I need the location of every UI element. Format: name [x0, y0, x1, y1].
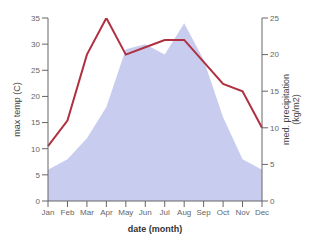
svg-text:Jan: Jan [42, 208, 55, 217]
svg-text:Jul: Jul [160, 208, 170, 217]
svg-text:Nov: Nov [235, 208, 249, 217]
svg-text:5: 5 [270, 160, 275, 169]
svg-text:30: 30 [31, 40, 40, 49]
svg-text:35: 35 [31, 14, 40, 23]
svg-text:Mar: Mar [80, 208, 94, 217]
svg-text:Feb: Feb [61, 208, 75, 217]
svg-text:20: 20 [270, 50, 279, 59]
svg-text:20: 20 [31, 92, 40, 101]
svg-text:Oct: Oct [217, 208, 230, 217]
svg-text:Jun: Jun [139, 208, 152, 217]
svg-text:25: 25 [31, 66, 40, 75]
svg-text:5: 5 [36, 171, 41, 180]
svg-text:Sep: Sep [197, 208, 212, 217]
svg-text:10: 10 [270, 124, 279, 133]
svg-text:25: 25 [270, 14, 279, 23]
svg-text:Dec: Dec [255, 208, 269, 217]
svg-text:May: May [118, 208, 133, 217]
svg-text:Apr: Apr [100, 208, 113, 217]
svg-text:15: 15 [31, 118, 40, 127]
svg-text:date (month): date (month) [128, 224, 183, 234]
svg-text:10: 10 [31, 145, 40, 154]
svg-text:15: 15 [270, 87, 279, 96]
svg-text:max temp (C): max temp (C) [12, 82, 22, 137]
svg-text:0: 0 [36, 197, 41, 206]
svg-text:0: 0 [270, 197, 275, 206]
svg-text:med. precipitation(kg/m2): med. precipitation(kg/m2) [281, 74, 301, 145]
svg-text:Aug: Aug [177, 208, 191, 217]
